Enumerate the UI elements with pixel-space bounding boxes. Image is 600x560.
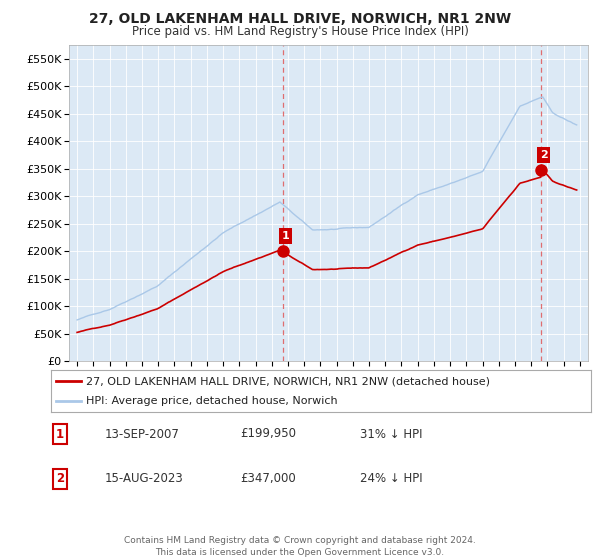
Text: 15-AUG-2023: 15-AUG-2023 <box>105 472 184 486</box>
Text: 1: 1 <box>282 231 290 241</box>
Text: 31% ↓ HPI: 31% ↓ HPI <box>360 427 422 441</box>
Text: HPI: Average price, detached house, Norwich: HPI: Average price, detached house, Norw… <box>86 396 338 406</box>
Text: £199,950: £199,950 <box>240 427 296 441</box>
Text: Contains HM Land Registry data © Crown copyright and database right 2024.
This d: Contains HM Land Registry data © Crown c… <box>124 536 476 557</box>
Text: 1: 1 <box>56 427 64 441</box>
Text: 27, OLD LAKENHAM HALL DRIVE, NORWICH, NR1 2NW: 27, OLD LAKENHAM HALL DRIVE, NORWICH, NR… <box>89 12 511 26</box>
Text: £347,000: £347,000 <box>240 472 296 486</box>
Text: 27, OLD LAKENHAM HALL DRIVE, NORWICH, NR1 2NW (detached house): 27, OLD LAKENHAM HALL DRIVE, NORWICH, NR… <box>86 376 490 386</box>
Text: Price paid vs. HM Land Registry's House Price Index (HPI): Price paid vs. HM Land Registry's House … <box>131 25 469 38</box>
Text: 2: 2 <box>540 150 548 160</box>
Text: 24% ↓ HPI: 24% ↓ HPI <box>360 472 422 486</box>
Text: 2: 2 <box>56 472 64 486</box>
Text: 13-SEP-2007: 13-SEP-2007 <box>105 427 180 441</box>
